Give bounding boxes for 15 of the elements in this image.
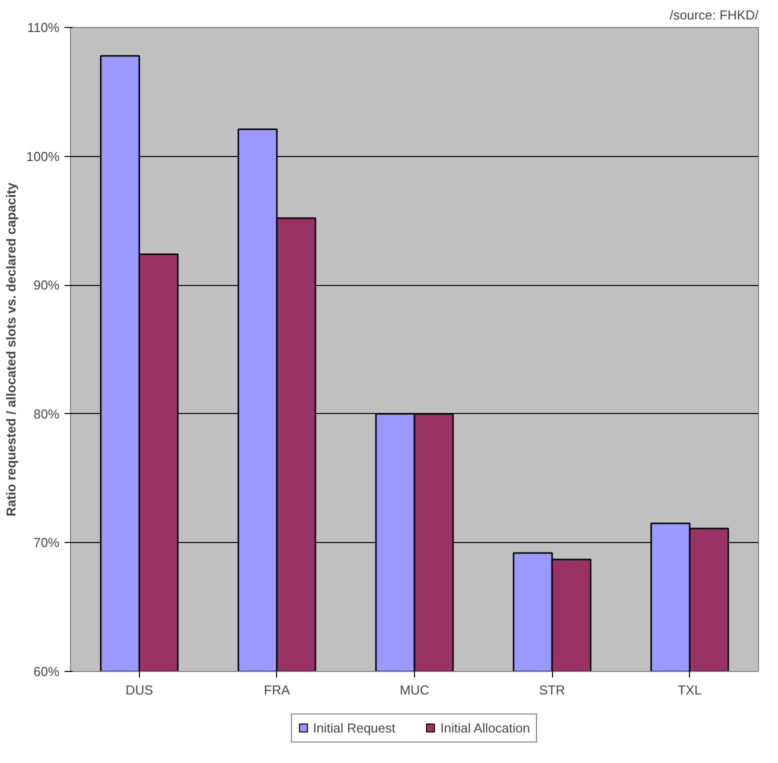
x-tick-label: DUS — [126, 682, 154, 698]
y-tick-label: 80% — [33, 406, 60, 422]
legend-label: Initial Request — [312, 720, 396, 735]
y-tick-label: 100% — [26, 148, 60, 164]
y-tick-label: 60% — [33, 664, 60, 679]
y-tick-label: 110% — [27, 20, 60, 35]
y-axis-title: Ratio requested / allocated slots vs. declared capacity — [3, 182, 18, 516]
legend-label: Initial Allocation — [440, 720, 530, 735]
text: /source: FHKD/ — [670, 8, 759, 22]
y-tick-label: 70% — [33, 535, 60, 550]
x-tick-label: FRA — [264, 682, 290, 698]
x-tick-label: STR — [539, 682, 566, 698]
y-tick-label: 90% — [33, 278, 60, 293]
x-tick-label: MUC — [400, 682, 430, 698]
x-tick-label: TXL — [678, 682, 702, 698]
